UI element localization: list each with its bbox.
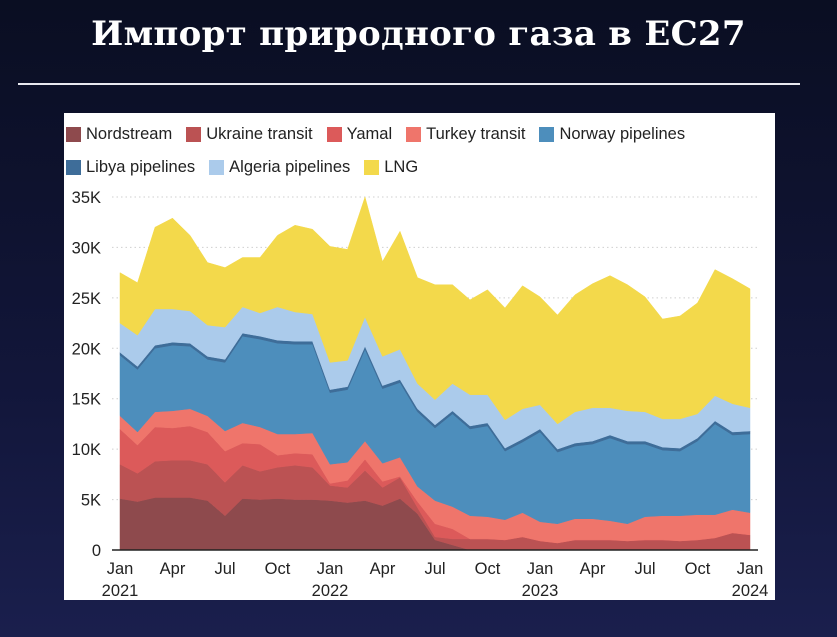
x-tick-year: 2022	[312, 582, 349, 600]
x-tick-label: Jul	[424, 560, 445, 578]
x-tick-label: Apr	[370, 560, 396, 578]
x-tick-label: Jul	[634, 560, 655, 578]
legend-item[interactable]: Turkey transit	[406, 124, 525, 145]
y-tick-label: 20K	[72, 340, 101, 358]
x-tick-label: Jul	[214, 560, 235, 578]
legend-item[interactable]: Norway pipelines	[539, 124, 685, 145]
legend-label: Algeria pipelines	[229, 158, 351, 176]
legend-swatch	[209, 160, 225, 175]
legend-item[interactable]: Libya pipelines	[66, 157, 195, 178]
legend-swatch	[66, 160, 81, 175]
chart-legend: Nordstream Ukraine transit Yamal Turkey tra…	[66, 124, 766, 178]
x-tick-label: Oct	[475, 560, 501, 578]
y-tick-label: 0	[92, 542, 101, 560]
x-tick-label: Jan	[107, 560, 134, 578]
x-tick-label: Oct	[685, 560, 711, 578]
legend-label: Turkey transit	[426, 125, 526, 143]
y-tick-label: 35K	[72, 189, 101, 207]
legend-label: Ukraine transit	[206, 125, 313, 143]
area-lng	[119, 196, 751, 425]
y-tick-label: 5K	[81, 492, 101, 510]
legend-swatch	[406, 127, 422, 142]
y-tick-label: 10K	[72, 441, 101, 459]
y-tick-label: 25K	[72, 290, 101, 308]
page-title: Импорт природного газа в ЕС27	[91, 14, 746, 54]
x-tick-label: Jan	[737, 560, 764, 578]
x-tick-year: 2023	[522, 582, 559, 600]
legend-swatch	[539, 127, 555, 142]
legend-label: Yamal	[346, 125, 393, 143]
legend-item[interactable]: Yamal	[326, 124, 393, 145]
legend-item[interactable]: Ukraine transit	[186, 124, 313, 145]
legend-swatch	[326, 127, 342, 142]
legend-label: Libya pipelines	[86, 158, 196, 176]
legend-label: LNG	[384, 158, 419, 176]
title-divider	[18, 83, 800, 85]
x-tick-label: Jan	[317, 560, 344, 578]
legend-swatch	[186, 127, 202, 142]
x-tick-label: Apr	[160, 560, 186, 578]
legend-swatch	[66, 127, 81, 142]
legend-item[interactable]: LNG	[364, 157, 418, 178]
x-tick-label: Oct	[265, 560, 291, 578]
legend-item[interactable]: Algeria pipelines	[209, 157, 350, 178]
legend-swatch	[364, 160, 380, 175]
y-tick-label: 30K	[72, 239, 101, 257]
legend-label: Norway pipelines	[559, 125, 686, 143]
x-tick-year: 2024	[732, 582, 769, 600]
x-tick-label: Jan	[527, 560, 554, 578]
legend-label: Nordstream	[86, 125, 173, 143]
x-tick-year: 2021	[102, 582, 139, 600]
x-tick-label: Apr	[580, 560, 606, 578]
legend-item[interactable]: Nordstream	[66, 124, 172, 145]
y-tick-label: 15K	[72, 391, 101, 409]
